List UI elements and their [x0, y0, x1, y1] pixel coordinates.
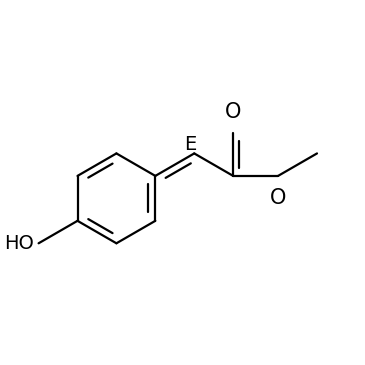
Text: E: E [184, 135, 196, 154]
Text: O: O [270, 188, 286, 208]
Text: HO: HO [4, 234, 34, 253]
Text: O: O [225, 101, 241, 122]
